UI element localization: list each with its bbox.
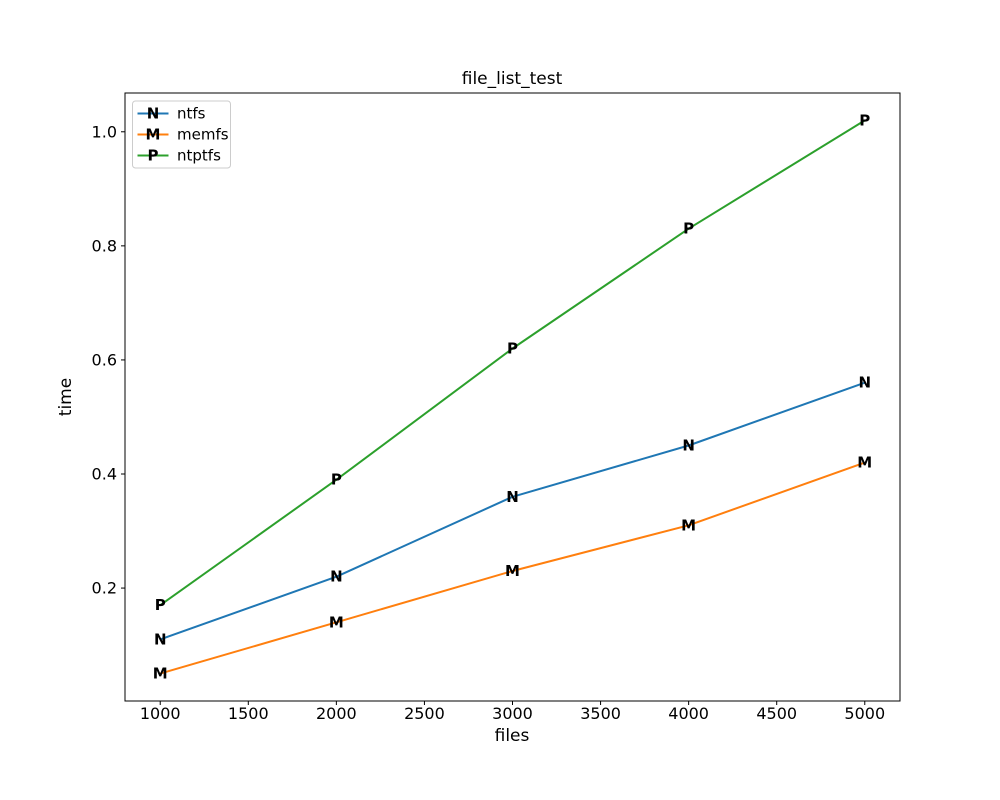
x-axis-label: files xyxy=(495,726,530,746)
series-line-memfs xyxy=(159,461,866,675)
y-tick-label: 0.6 xyxy=(92,350,117,369)
marker-memfs: M xyxy=(857,454,872,472)
marker-memfs: M xyxy=(329,613,344,631)
marker-ntfs: N xyxy=(858,374,871,392)
legend-marker-memfs: M xyxy=(146,126,161,144)
marker-ntptfs: P xyxy=(155,596,166,614)
marker-memfs: M xyxy=(505,562,520,580)
x-tick-label: 4500 xyxy=(756,704,797,723)
x-tick-label: 5000 xyxy=(844,704,885,723)
x-tick-label: 4000 xyxy=(668,704,709,723)
series-line-ntptfs xyxy=(159,119,866,607)
x-tick-label: 2000 xyxy=(316,704,357,723)
legend-marker-ntptfs: P xyxy=(148,147,159,165)
legend-label-ntfs: ntfs xyxy=(177,105,206,123)
y-tick-label: 0.4 xyxy=(92,464,117,483)
series-line-ntfs xyxy=(159,381,866,641)
x-tick-label: 1000 xyxy=(140,704,181,723)
legend-label-memfs: memfs xyxy=(177,126,229,144)
legend-label-ntptfs: ntptfs xyxy=(177,147,221,165)
marker-ntfs: N xyxy=(682,436,695,454)
marker-ntptfs: P xyxy=(507,340,518,358)
chart-title: file_list_test xyxy=(462,69,563,89)
marker-ntfs: N xyxy=(506,488,519,506)
y-tick-label: 0.2 xyxy=(92,579,117,598)
x-tick-label: 3000 xyxy=(492,704,533,723)
plot-area: 1000 1500 2000 2500 3000 3500 4000 4500 5000 0.2 0… xyxy=(92,92,901,723)
marker-ntptfs: P xyxy=(683,220,694,238)
marker-ntptfs: P xyxy=(859,111,870,129)
y-tick-label: 1.0 xyxy=(92,122,117,141)
marker-ntptfs: P xyxy=(331,471,342,489)
marker-memfs: M xyxy=(153,665,168,683)
marker-ntfs: N xyxy=(330,568,343,586)
y-axis-label: time xyxy=(56,378,76,416)
legend-box xyxy=(132,100,231,169)
x-tick-label: 2500 xyxy=(404,704,445,723)
marker-memfs: M xyxy=(681,516,696,534)
legend-marker-ntfs: N xyxy=(147,105,160,123)
x-tick-label: 3500 xyxy=(580,704,621,723)
marker-ntfs: N xyxy=(154,630,167,648)
x-tick-label: 1500 xyxy=(228,704,269,723)
y-tick-label: 0.8 xyxy=(92,236,117,255)
